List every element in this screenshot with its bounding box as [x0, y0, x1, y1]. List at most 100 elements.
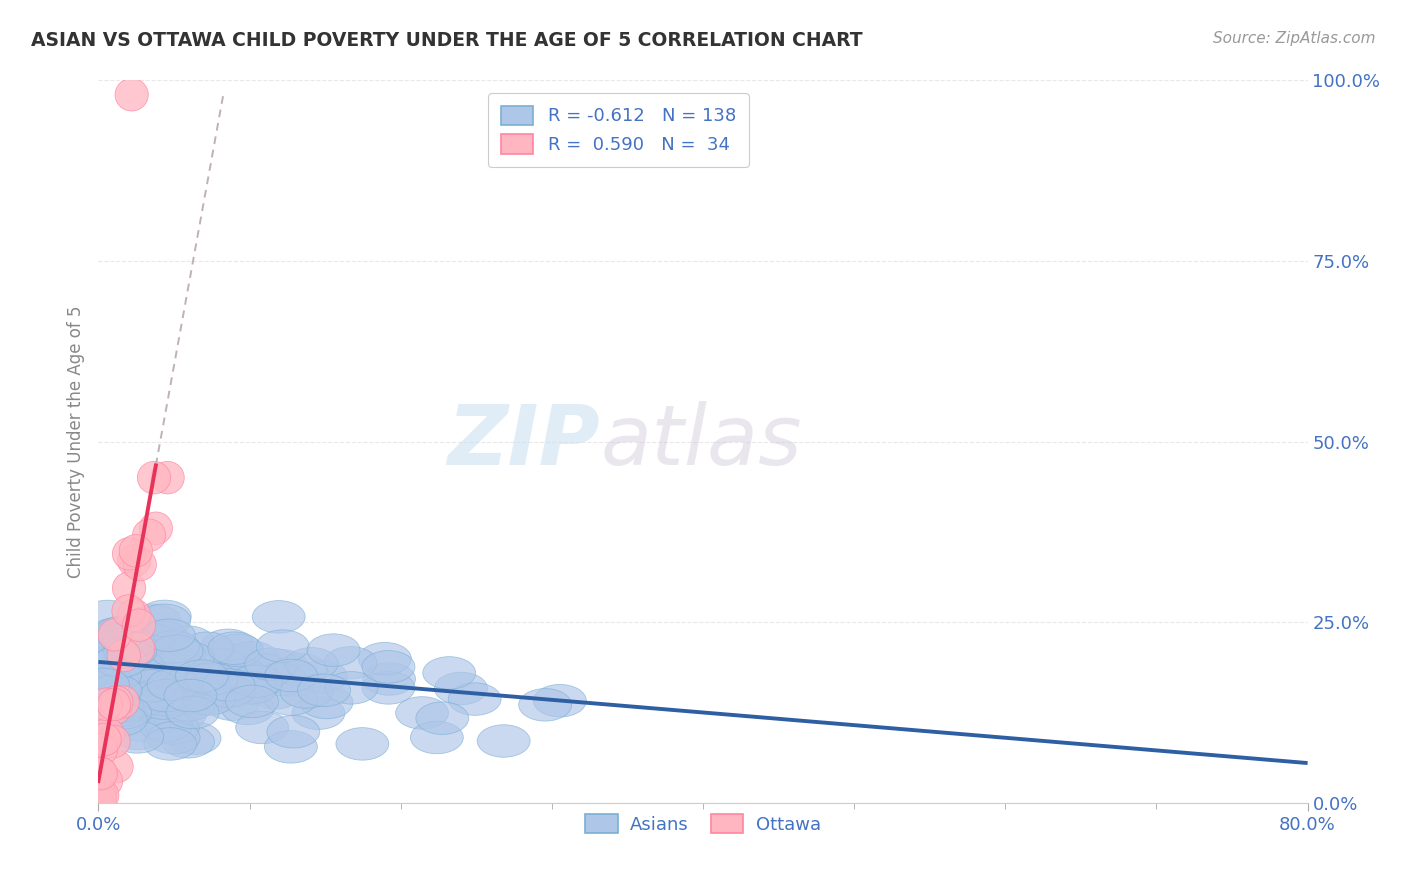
Ellipse shape	[411, 722, 464, 754]
Ellipse shape	[83, 778, 117, 811]
Ellipse shape	[115, 78, 148, 111]
Ellipse shape	[280, 676, 333, 708]
Ellipse shape	[120, 650, 173, 683]
Ellipse shape	[249, 677, 302, 709]
Text: ZIP: ZIP	[447, 401, 600, 482]
Ellipse shape	[79, 688, 132, 720]
Ellipse shape	[76, 668, 129, 700]
Ellipse shape	[83, 783, 117, 815]
Ellipse shape	[150, 678, 204, 711]
Ellipse shape	[186, 663, 238, 695]
Ellipse shape	[336, 728, 389, 760]
Ellipse shape	[146, 712, 200, 744]
Ellipse shape	[264, 659, 318, 691]
Ellipse shape	[98, 618, 131, 651]
Ellipse shape	[97, 689, 131, 721]
Ellipse shape	[142, 701, 194, 733]
Ellipse shape	[112, 538, 146, 570]
Ellipse shape	[240, 655, 292, 688]
Ellipse shape	[477, 724, 530, 757]
Ellipse shape	[162, 725, 215, 758]
Ellipse shape	[148, 668, 200, 701]
Ellipse shape	[139, 512, 173, 544]
Ellipse shape	[139, 709, 193, 742]
Ellipse shape	[180, 632, 233, 665]
Ellipse shape	[112, 572, 146, 605]
Ellipse shape	[98, 691, 132, 724]
Ellipse shape	[91, 718, 125, 750]
Ellipse shape	[148, 645, 201, 678]
Ellipse shape	[359, 642, 412, 675]
Ellipse shape	[105, 686, 139, 718]
Ellipse shape	[274, 654, 328, 686]
Ellipse shape	[101, 627, 153, 659]
Ellipse shape	[202, 669, 254, 701]
Ellipse shape	[285, 648, 337, 680]
Ellipse shape	[166, 696, 219, 729]
Ellipse shape	[84, 692, 136, 724]
Ellipse shape	[361, 650, 415, 683]
Ellipse shape	[83, 783, 117, 815]
Ellipse shape	[132, 519, 166, 551]
Ellipse shape	[323, 647, 377, 679]
Ellipse shape	[90, 688, 122, 721]
Ellipse shape	[104, 640, 157, 673]
Text: Source: ZipAtlas.com: Source: ZipAtlas.com	[1212, 31, 1375, 46]
Ellipse shape	[83, 756, 117, 789]
Ellipse shape	[96, 689, 149, 721]
Ellipse shape	[112, 643, 166, 675]
Ellipse shape	[100, 686, 134, 718]
Ellipse shape	[91, 695, 145, 727]
Ellipse shape	[136, 687, 190, 719]
Ellipse shape	[156, 682, 209, 715]
Ellipse shape	[217, 659, 269, 691]
Ellipse shape	[136, 621, 190, 654]
Ellipse shape	[90, 764, 122, 797]
Ellipse shape	[138, 461, 170, 494]
Ellipse shape	[76, 668, 129, 701]
Ellipse shape	[269, 665, 322, 697]
Ellipse shape	[94, 616, 148, 648]
Ellipse shape	[94, 704, 148, 736]
Ellipse shape	[104, 635, 156, 667]
Ellipse shape	[201, 629, 254, 662]
Ellipse shape	[423, 657, 475, 690]
Ellipse shape	[363, 663, 416, 695]
Ellipse shape	[125, 670, 179, 702]
Ellipse shape	[111, 649, 165, 681]
Y-axis label: Child Poverty Under the Age of 5: Child Poverty Under the Age of 5	[66, 305, 84, 578]
Ellipse shape	[166, 676, 218, 709]
Ellipse shape	[169, 722, 221, 755]
Ellipse shape	[111, 717, 165, 750]
Ellipse shape	[174, 663, 228, 695]
Ellipse shape	[149, 648, 202, 681]
Ellipse shape	[150, 461, 184, 494]
Ellipse shape	[205, 688, 259, 721]
Ellipse shape	[86, 779, 120, 812]
Ellipse shape	[104, 693, 156, 726]
Ellipse shape	[434, 673, 488, 705]
Ellipse shape	[307, 634, 360, 666]
Ellipse shape	[143, 728, 197, 760]
Ellipse shape	[138, 604, 191, 637]
Ellipse shape	[136, 683, 190, 715]
Ellipse shape	[225, 641, 278, 673]
Ellipse shape	[254, 663, 307, 696]
Ellipse shape	[176, 660, 228, 692]
Ellipse shape	[89, 723, 121, 756]
Ellipse shape	[122, 609, 156, 641]
Ellipse shape	[533, 684, 586, 717]
Ellipse shape	[115, 683, 169, 716]
Ellipse shape	[236, 711, 288, 744]
Ellipse shape	[122, 623, 176, 655]
Ellipse shape	[127, 669, 180, 701]
Ellipse shape	[80, 632, 134, 665]
Ellipse shape	[124, 549, 156, 581]
Ellipse shape	[202, 675, 254, 707]
Ellipse shape	[146, 631, 200, 663]
Ellipse shape	[264, 731, 318, 763]
Ellipse shape	[519, 689, 572, 721]
Ellipse shape	[145, 667, 198, 700]
Ellipse shape	[183, 682, 236, 715]
Ellipse shape	[100, 675, 153, 708]
